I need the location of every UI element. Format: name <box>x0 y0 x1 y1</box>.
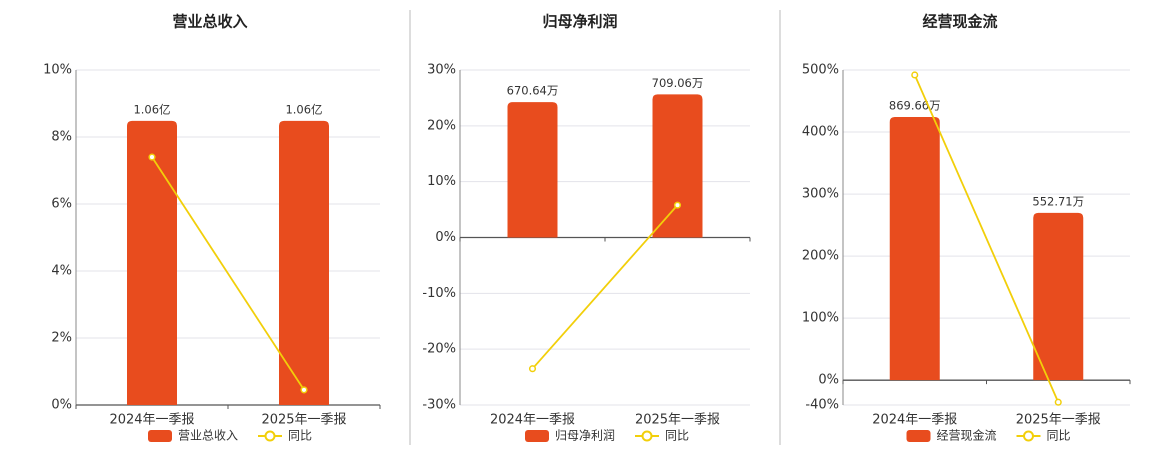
x-tick-label: 2024年一季报 <box>109 413 194 428</box>
y-tick-label: 300% <box>802 187 839 202</box>
y-tick-label: 20% <box>427 118 456 133</box>
y-tick-label: 100% <box>802 311 839 326</box>
y-tick-label: 0% <box>435 230 456 245</box>
y-tick-label: 8% <box>51 130 72 145</box>
line-point <box>1054 398 1062 406</box>
bar <box>507 102 558 238</box>
y-tick-label: 0% <box>818 373 839 388</box>
legend-swatch <box>148 430 172 442</box>
y-tick-label: -40% <box>805 398 839 413</box>
bar <box>127 120 177 406</box>
legend-marker <box>264 430 276 442</box>
chart-title: 营业总收入 <box>172 13 247 31</box>
value-label: 869.66万 <box>889 99 941 113</box>
value-label: 670.64万 <box>507 84 559 98</box>
y-tick-label: 2% <box>51 331 72 346</box>
legend-label: 同比 <box>1047 429 1071 443</box>
legend-marker <box>641 430 653 442</box>
x-tick-label: 2025年一季报 <box>635 413 720 428</box>
x-tick-label: 2025年一季报 <box>261 413 346 428</box>
y-tick-label: 4% <box>51 264 72 279</box>
y-tick-label: 30% <box>427 63 456 78</box>
legend-swatch <box>525 430 549 442</box>
line-point <box>911 71 919 79</box>
value-label: 1.06亿 <box>133 102 170 116</box>
y-tick-label: 400% <box>802 125 839 140</box>
bar <box>279 120 329 406</box>
value-label: 552.71万 <box>1032 194 1084 208</box>
line-point <box>300 386 308 394</box>
bar <box>652 94 703 238</box>
x-tick-label: 2024年一季报 <box>872 413 957 428</box>
y-tick-label: 200% <box>802 249 839 264</box>
y-tick-label: -20% <box>422 342 456 357</box>
line <box>913 74 1060 403</box>
line <box>151 156 305 391</box>
y-tick-label: 10% <box>427 174 456 189</box>
legend-label: 同比 <box>288 429 312 443</box>
legend-label: 归母净利润 <box>555 429 615 443</box>
legend-label: 营业总收入 <box>178 429 238 443</box>
y-tick-label: -10% <box>422 286 456 301</box>
legend-swatch <box>906 430 931 442</box>
y-tick-label: 500% <box>802 63 839 78</box>
chart-title: 经营现金流 <box>922 13 997 31</box>
y-tick-label: 10% <box>43 63 72 78</box>
bar <box>889 117 940 381</box>
line <box>531 204 679 370</box>
line-point <box>673 201 682 209</box>
value-label: 709.06万 <box>652 76 704 90</box>
legend-marker <box>1023 430 1034 442</box>
x-tick-label: 2025年一季报 <box>1016 413 1101 428</box>
y-tick-label: 6% <box>51 197 72 212</box>
value-label: 1.06亿 <box>285 102 322 116</box>
chart-title: 归母净利润 <box>542 13 617 31</box>
legend-label: 经营现金流 <box>937 428 997 443</box>
y-tick-label: -30% <box>422 398 456 413</box>
x-tick-label: 2024年一季报 <box>490 413 575 428</box>
line-point <box>528 365 537 373</box>
legend-label: 同比 <box>665 429 689 443</box>
line-point <box>148 153 156 161</box>
y-tick-label: 0% <box>51 398 72 413</box>
bar <box>1033 212 1084 381</box>
